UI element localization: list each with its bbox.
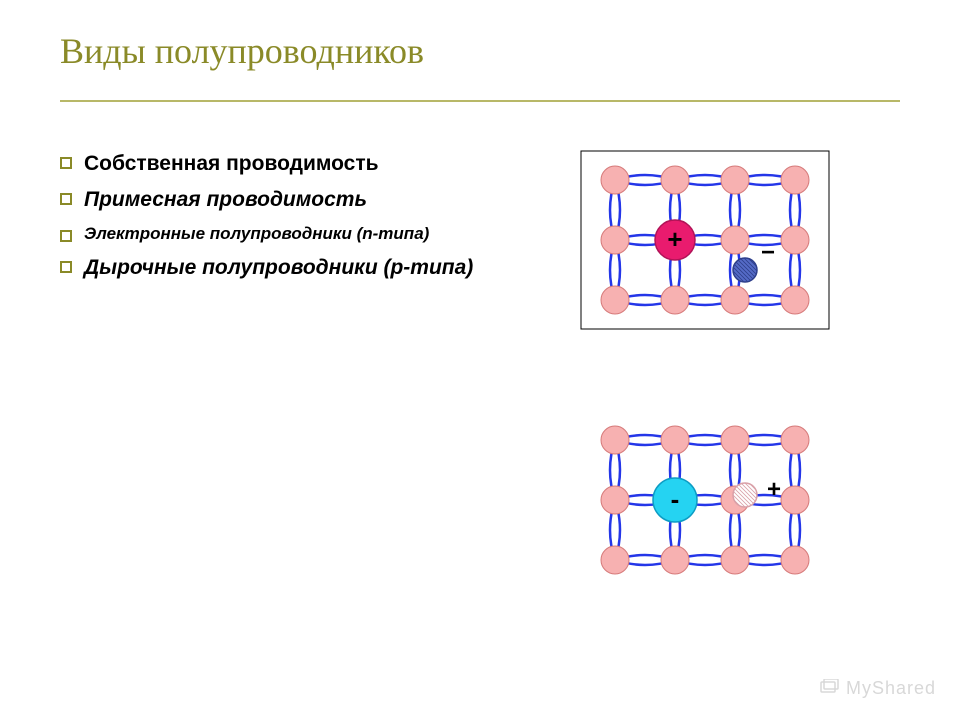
list-item-label: Электронные полупроводники (n-типа) xyxy=(84,223,429,246)
bullet-square-icon xyxy=(60,261,72,273)
bullet-square-icon xyxy=(60,157,72,169)
svg-text:-: - xyxy=(671,484,680,514)
watermark-text: MyShared xyxy=(846,678,936,698)
svg-text:+: + xyxy=(767,476,781,503)
title-underline xyxy=(60,100,900,102)
svg-text:+: + xyxy=(667,224,682,254)
watermark-icon xyxy=(820,679,840,700)
list-item-label: Примесная проводимость xyxy=(84,186,367,214)
bullet-list: Собственная проводимость Примесная провод… xyxy=(60,150,540,590)
list-item-label: Собственная проводимость xyxy=(84,150,379,178)
list-item: Дырочные полупроводники (р-типа) xyxy=(60,254,540,282)
list-item-label: Дырочные полупроводники (р-типа) xyxy=(84,254,473,282)
n-type-diagram: +− xyxy=(580,150,830,330)
diagram-column: +− -+ xyxy=(580,150,900,590)
list-item: Собственная проводимость xyxy=(60,150,540,178)
page-title: Виды полупроводников xyxy=(60,30,900,72)
p-type-diagram: -+ xyxy=(580,410,830,590)
svg-text:−: − xyxy=(761,239,775,266)
watermark: MyShared xyxy=(820,678,936,700)
bullet-square-icon xyxy=(60,230,72,242)
list-item: Примесная проводимость xyxy=(60,186,540,214)
list-item: Электронные полупроводники (n-типа) xyxy=(60,223,540,246)
bullet-square-icon xyxy=(60,193,72,205)
